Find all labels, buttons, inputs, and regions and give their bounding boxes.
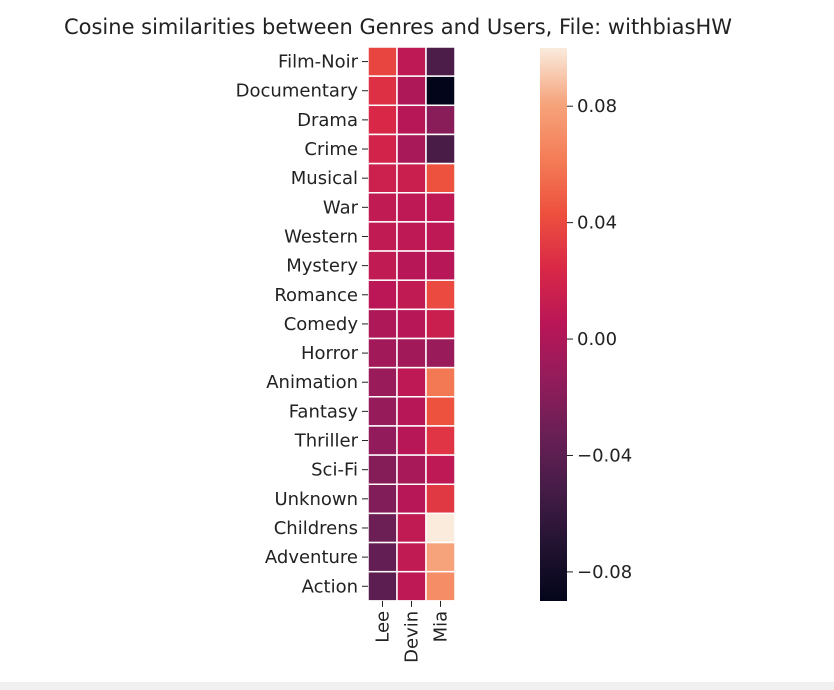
row-labels: Film-Noir Documentary Drama Crime Musical War…	[236, 52, 368, 597]
colorbar-tick-label: 0.00	[577, 329, 617, 350]
row-label: Documentary	[236, 81, 359, 102]
row-label: Childrens	[274, 518, 358, 539]
heatmap-cell	[367, 308, 398, 340]
colorbar-tick-label: 0.08	[577, 96, 617, 117]
heatmap-cell	[367, 396, 398, 427]
heatmap-cell	[396, 250, 427, 281]
heatmap-cell	[367, 454, 398, 486]
heatmap-cell	[367, 104, 398, 136]
heatmap-cell	[396, 192, 427, 223]
heatmap-cell	[425, 250, 456, 281]
heatmap-cell	[367, 541, 398, 573]
heatmap-cell	[396, 104, 427, 136]
column-label: Mia	[431, 611, 452, 643]
row-label: War	[323, 197, 359, 218]
heatmap-cell	[425, 279, 456, 311]
heatmap-cell	[396, 308, 427, 340]
heatmap-cell	[425, 162, 456, 194]
row-label: Animation	[266, 372, 358, 393]
heatmap-cells	[367, 46, 456, 602]
heatmap-cell	[396, 454, 427, 486]
heatmap-cell	[425, 454, 456, 486]
heatmap-cell	[367, 279, 398, 311]
heatmap-cell	[425, 75, 456, 107]
heatmap-cell	[425, 221, 456, 252]
heatmap-cell	[425, 512, 456, 544]
row-label: Crime	[304, 139, 358, 160]
row-label: Film-Noir	[278, 52, 359, 73]
heatmap-cell	[396, 483, 427, 515]
heatmap-cell	[367, 250, 398, 281]
heatmap-cell	[396, 570, 427, 602]
heatmap-cell	[425, 337, 456, 369]
colorbar	[540, 48, 567, 601]
heatmap-cell	[425, 483, 456, 515]
row-label: Thriller	[294, 431, 359, 452]
heatmap-cell	[425, 46, 456, 77]
heatmap-cell	[367, 337, 398, 369]
heatmap-cell	[367, 75, 398, 107]
heatmap-cell	[367, 46, 398, 77]
row-label: Fantasy	[289, 401, 359, 422]
heatmap-cell	[367, 221, 398, 252]
heatmap-cell	[396, 75, 427, 107]
colorbar-tick-label: 0.04	[577, 213, 617, 234]
colorbar-tick-label: −0.08	[577, 562, 632, 583]
heatmap-cell	[367, 512, 398, 544]
heatmap-cell	[425, 541, 456, 573]
heatmap-cell	[367, 570, 398, 602]
heatmap-cell	[367, 133, 398, 165]
row-label: Action	[302, 576, 358, 597]
heatmap-cell	[367, 366, 398, 398]
heatmap-cell	[425, 570, 456, 602]
heatmap-cell	[396, 46, 427, 77]
row-label: Comedy	[284, 314, 359, 335]
heatmap-cell	[425, 425, 456, 456]
heatmap-cell	[367, 162, 398, 194]
heatmap-cell	[396, 366, 427, 398]
heatmap-cell	[367, 425, 398, 456]
row-label: Horror	[301, 343, 359, 364]
row-label: Musical	[291, 168, 358, 189]
row-label: Mystery	[286, 256, 358, 277]
heatmap-cell	[396, 133, 427, 165]
heatmap-cell	[396, 425, 427, 456]
colorbar-ticks: −0.08 −0.04 0.00 0.04 0.08	[567, 96, 632, 583]
heatmap-cell	[396, 396, 427, 427]
heatmap-cell	[425, 192, 456, 223]
heatmap-cell	[425, 104, 456, 136]
heatmap-cell	[425, 366, 456, 398]
heatmap-cell	[396, 512, 427, 544]
heatmap-cell	[396, 221, 427, 252]
column-label: Lee	[373, 611, 394, 643]
row-label: Adventure	[265, 547, 358, 568]
row-label: Drama	[297, 110, 358, 131]
chart-title: Cosine similarities between Genres and U…	[64, 15, 732, 39]
row-label: Romance	[274, 285, 358, 306]
heatmap-cell	[396, 541, 427, 573]
heatmap-cell	[396, 337, 427, 369]
heatmap-cell	[367, 483, 398, 515]
column-label: Devin	[402, 611, 423, 663]
heatmap-cell	[425, 133, 456, 165]
row-label: Sci-Fi	[311, 460, 358, 481]
heatmap-cell	[367, 192, 398, 223]
row-label: Western	[284, 226, 358, 247]
heatmap-cell	[396, 279, 427, 311]
colorbar-tick-label: −0.04	[577, 445, 632, 466]
heatmap-cell	[425, 396, 456, 427]
heatmap-cell	[425, 308, 456, 340]
column-labels: Lee Devin Mia	[373, 600, 452, 663]
heatmap-cell	[396, 162, 427, 194]
row-label: Unknown	[274, 489, 358, 510]
